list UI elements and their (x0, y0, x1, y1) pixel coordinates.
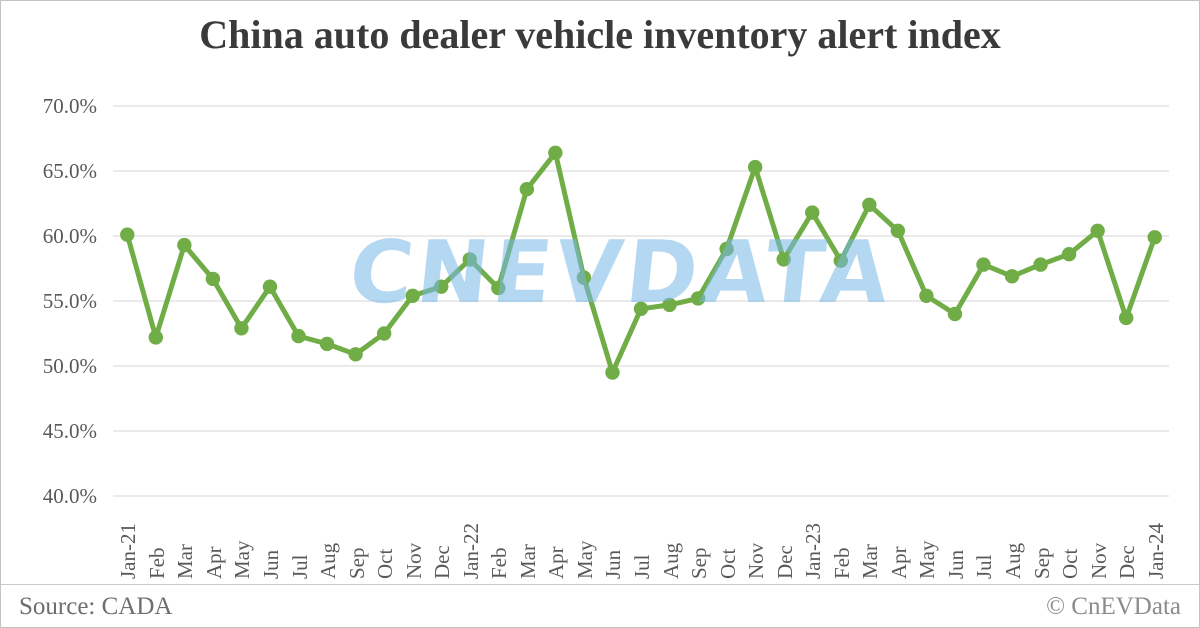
data-point (177, 237, 192, 253)
data-point (805, 205, 820, 220)
x-tick-label: Feb (829, 547, 854, 580)
data-point (405, 288, 420, 303)
chart-title: China auto dealer vehicle inventory aler… (199, 12, 1001, 57)
data-point (262, 279, 278, 294)
x-tick-label: Nov (401, 542, 426, 579)
x-tick-label: Oct (715, 548, 740, 579)
data-point (576, 270, 592, 285)
x-tick-label: Aug (1001, 542, 1026, 579)
y-tick-label: 60.0% (42, 224, 97, 248)
data-point (291, 328, 306, 344)
data-point (976, 257, 991, 272)
data-point (947, 306, 963, 322)
data-point (205, 271, 221, 287)
data-point (1090, 223, 1105, 238)
source-label: Source: CADA (19, 593, 173, 620)
y-tick-label: 70.0% (42, 94, 97, 118)
x-tick-label: Jul (972, 554, 997, 579)
x-tick-label: Jul (287, 554, 312, 579)
x-tick-label: Jan-23 (801, 523, 826, 579)
x-tick-label: Jan-24 (1143, 523, 1168, 579)
data-point (519, 182, 535, 197)
y-tick-label: 40.0% (42, 484, 97, 508)
data-point (491, 280, 506, 296)
x-tick-label: May (572, 540, 597, 580)
x-tick-label: Aug (658, 542, 683, 579)
data-line (124, 150, 1158, 375)
x-tick-label: Jun (601, 549, 626, 579)
x-tick-label: May (915, 540, 940, 580)
x-tick-label: Sep (344, 547, 369, 580)
data-point (1004, 269, 1020, 284)
x-tick-label: Aug (316, 542, 341, 579)
x-tick-label: Mar (173, 544, 198, 579)
data-point (833, 253, 848, 268)
x-tick-label: Jul (630, 554, 654, 579)
data-point (605, 365, 620, 380)
x-tick-label: Nov (744, 542, 769, 579)
data-point (434, 279, 449, 294)
x-tick-label: Sep (1029, 547, 1054, 580)
data-point (1061, 247, 1077, 262)
x-tick-label: Feb (487, 547, 512, 580)
copyright-label: © CnEVData (1046, 593, 1181, 620)
data-point (690, 291, 706, 306)
data-point (719, 241, 734, 257)
y-tick-label: 55.0% (42, 289, 97, 313)
data-point (462, 252, 477, 267)
data-point (747, 159, 763, 175)
data-point (548, 145, 563, 160)
data-point (1033, 257, 1048, 272)
data-point (662, 297, 677, 313)
x-tick-label: Mar (858, 544, 883, 579)
x-tick-label: Mar (515, 544, 540, 579)
x-tick-label: Jan-21 (116, 523, 141, 579)
footer-divider (1, 584, 1199, 585)
data-point (633, 301, 649, 316)
x-tick-label: Sep (687, 547, 712, 580)
y-tick-label: 65.0% (42, 159, 97, 183)
data-point (234, 321, 249, 336)
data-point (376, 326, 392, 341)
data-point (148, 330, 164, 345)
x-tick-label: Apr (201, 546, 226, 579)
x-tick-label: Nov (1086, 542, 1111, 579)
data-point (120, 227, 135, 242)
x-tick-label: Apr (544, 546, 569, 579)
y-tick-label: 45.0% (42, 419, 97, 443)
x-tick-label: Jun (943, 549, 968, 579)
y-tick-label: 50.0% (42, 354, 97, 378)
data-point (862, 197, 877, 212)
data-point (319, 336, 335, 352)
data-point (1118, 310, 1134, 326)
x-tick-label: Feb (144, 547, 169, 580)
x-tick-label: Apr (886, 546, 911, 579)
data-point (776, 252, 791, 267)
x-tick-label: May (230, 540, 255, 580)
x-tick-label: Oct (373, 548, 398, 579)
x-tick-label: Jan-22 (458, 523, 483, 579)
data-point (919, 288, 934, 303)
data-point (348, 347, 363, 362)
x-tick-label: Dec (1115, 545, 1140, 579)
x-tick-label: Oct (1058, 548, 1083, 579)
x-tick-label: Dec (772, 545, 797, 579)
x-tick-label: Jun (258, 549, 283, 579)
data-point (890, 223, 906, 238)
data-point (1147, 230, 1162, 245)
x-tick-label: Dec (430, 545, 455, 579)
